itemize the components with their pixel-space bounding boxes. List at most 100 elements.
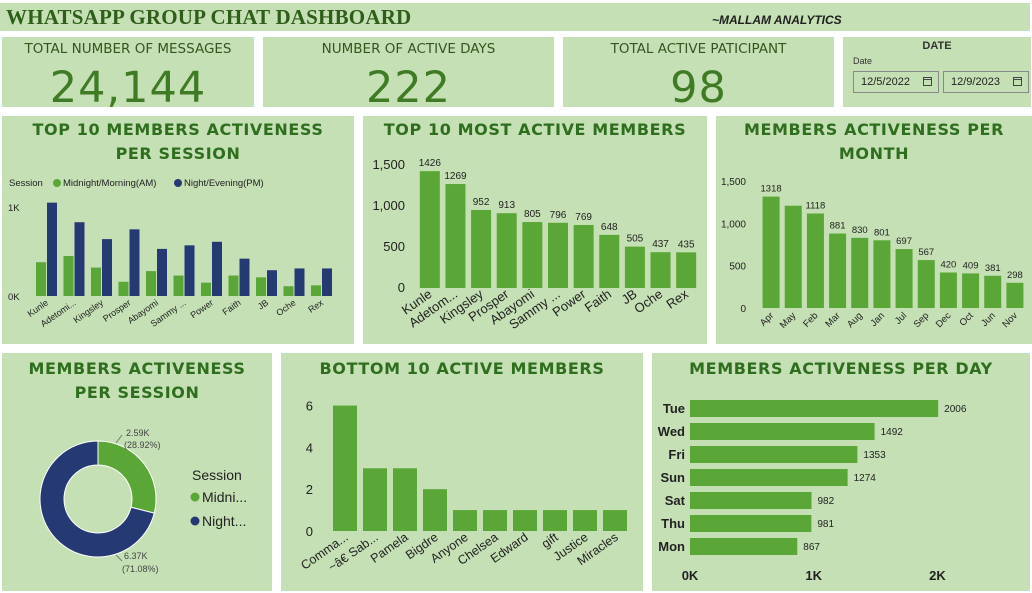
date-heading: DATE — [922, 40, 952, 52]
dashboard-title: WHATSAPP GROUP CHAT DASHBOARD — [6, 5, 412, 29]
data-label: 1318 — [761, 184, 782, 195]
bar — [984, 275, 1002, 308]
x-tick-label: JB — [619, 286, 640, 307]
x-tick-label: Jan — [868, 310, 887, 329]
start-date-input[interactable]: 12/5/2022 — [853, 71, 939, 93]
y-tick-label: Fri — [668, 447, 685, 462]
chart-title: BOTTOM 10 ACTIVE MEMBERS — [319, 359, 605, 378]
x-tick-label: Dec — [934, 310, 954, 330]
donut-slice — [97, 440, 157, 514]
legend-marker — [190, 492, 200, 502]
data-label: 409 — [963, 260, 979, 271]
bar — [806, 213, 824, 308]
bar — [873, 240, 891, 308]
slice-percent-label: (71.08%) — [122, 564, 159, 574]
data-label: 982 — [817, 496, 834, 507]
leader-line — [115, 434, 123, 444]
bar — [690, 469, 848, 486]
bottom-members-panel: BOTTOM 10 ACTIVE MEMBERS 0 2 4 6 Comma... ~â€… — [281, 353, 643, 591]
x-tick-label: Feb — [801, 310, 820, 329]
bar-am — [146, 271, 156, 296]
session-donut-chart: 2.59K (28.92%) 6.37K (71.08%) Session Midni..… — [39, 428, 247, 574]
bar — [690, 515, 812, 532]
bar — [762, 196, 780, 308]
date-label: Date — [853, 56, 873, 66]
x-tick-label: Mar — [823, 310, 842, 329]
y-tick-label: 500 — [383, 239, 405, 254]
calendar-icon[interactable] — [923, 77, 932, 86]
chart-title: MEMBERS ACTIVENESS PER DAY — [689, 359, 993, 378]
y-tick-label: Wed — [658, 424, 685, 439]
bar — [333, 405, 357, 531]
y-tick-label: 0 — [740, 304, 746, 315]
data-label: 769 — [575, 212, 592, 223]
legend-marker-am — [53, 179, 61, 187]
y-tick-label: 6 — [306, 399, 313, 414]
data-label: 697 — [896, 236, 912, 247]
bar-am — [36, 262, 46, 296]
donut-slice — [39, 440, 155, 558]
date-slicer: DATE Date 12/5/2022 12/9/2023 — [843, 37, 1031, 107]
bar-pm — [239, 258, 250, 296]
x-tick-label: Power — [189, 297, 216, 320]
y-tick-label: Thu — [661, 516, 685, 531]
bar-am — [91, 267, 101, 296]
end-date-input[interactable]: 12/9/2023 — [943, 71, 1029, 93]
data-label: 913 — [498, 200, 515, 211]
bar — [624, 246, 645, 288]
bar-pm — [47, 202, 57, 296]
data-label: 867 — [803, 542, 820, 553]
bar — [939, 272, 957, 308]
kpi-total-messages: TOTAL NUMBER OF MESSAGES 24,144 — [2, 37, 254, 113]
kpi-active-days: NUMBER OF ACTIVE DAYS 222 — [263, 37, 554, 113]
calendar-icon[interactable] — [1013, 77, 1022, 86]
data-label: 981 — [817, 519, 834, 530]
bar-am — [173, 275, 184, 296]
x-tick-label: Jun — [979, 310, 998, 329]
bar — [573, 224, 594, 288]
bar — [690, 492, 812, 509]
bar — [650, 252, 671, 288]
x-tick-label: Nov — [1000, 310, 1020, 330]
y-tick-label: 1,000 — [372, 198, 405, 213]
y-tick-label: 0 — [398, 280, 405, 295]
x-tick-label: Kingsley — [72, 297, 106, 325]
bar — [423, 489, 447, 531]
x-tick-label: Oche — [274, 297, 297, 318]
legend-label-pm: Night/Evening(PM) — [184, 178, 264, 189]
x-tick-label: 0K — [682, 568, 699, 583]
data-label: 1426 — [419, 158, 442, 169]
month-chart: 0 500 1,000 1,500 1318 Apr May 1118 Feb 881 Mar 830… — [721, 177, 1024, 331]
y-tick-label: 1,000 — [721, 219, 746, 230]
bar-pm — [74, 222, 85, 296]
x-tick-label: Apr — [758, 310, 776, 328]
bar — [599, 234, 620, 288]
bar — [471, 209, 492, 288]
title-bar: WHATSAPP GROUP CHAT DASHBOARD ~MALLAM AN… — [0, 3, 1030, 32]
legend-label-am: Midnight/Morning(AM) — [63, 178, 156, 189]
y-tick-label: Tue — [663, 401, 685, 416]
x-tick-label: Jul — [893, 310, 909, 326]
data-label: 881 — [830, 221, 846, 232]
legend-label: Midni... — [202, 489, 247, 505]
y-tick-label: Sat — [665, 493, 686, 508]
y-tick-label: 0K — [8, 292, 20, 303]
bar — [851, 237, 869, 308]
bar — [445, 184, 466, 288]
data-label: 952 — [473, 197, 490, 208]
bar — [917, 260, 935, 308]
bar — [543, 510, 567, 531]
data-label: 1353 — [863, 450, 886, 461]
chart-title: TOP 10 MEMBERS ACTIVENESS PER SESSION — [32, 120, 324, 163]
x-tick-label: Rex — [663, 286, 691, 312]
bar-am — [256, 277, 266, 296]
top-members-panel: TOP 10 MOST ACTIVE MEMBERS 0 500 1,000 1,50… — [363, 116, 707, 344]
slice-value-label: 6.37K — [124, 551, 148, 561]
brand-label: ~MALLAM ANALYTICS — [712, 13, 842, 27]
legend-title: Session — [192, 467, 242, 483]
legend-label: Night... — [202, 513, 246, 529]
chart-title: MEMBERS ACTIVENESS PER MONTH — [743, 120, 1004, 163]
bar — [573, 510, 597, 531]
session-donut-panel: MEMBERS ACTIVENESS PER SESSION 2.59K (28.… — [2, 353, 272, 591]
